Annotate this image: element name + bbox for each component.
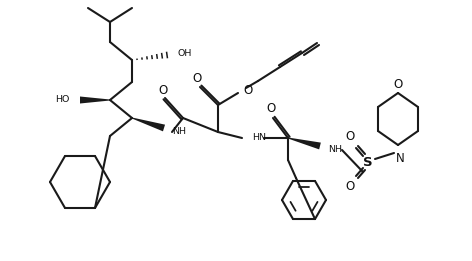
Text: OH: OH bbox=[178, 49, 193, 57]
Text: HO: HO bbox=[56, 96, 70, 104]
Text: O: O bbox=[346, 130, 354, 144]
Polygon shape bbox=[288, 138, 321, 149]
Text: O: O bbox=[266, 103, 276, 116]
Text: O: O bbox=[346, 181, 354, 193]
Polygon shape bbox=[80, 97, 110, 104]
Text: NH: NH bbox=[328, 145, 342, 155]
Text: O: O bbox=[243, 84, 252, 97]
Text: HN: HN bbox=[252, 133, 266, 143]
Text: O: O bbox=[193, 73, 202, 86]
Text: O: O bbox=[393, 79, 403, 92]
Text: S: S bbox=[363, 156, 373, 169]
Text: NH: NH bbox=[172, 128, 186, 137]
Text: N: N bbox=[396, 152, 405, 165]
Polygon shape bbox=[132, 117, 165, 131]
Text: O: O bbox=[159, 84, 168, 97]
